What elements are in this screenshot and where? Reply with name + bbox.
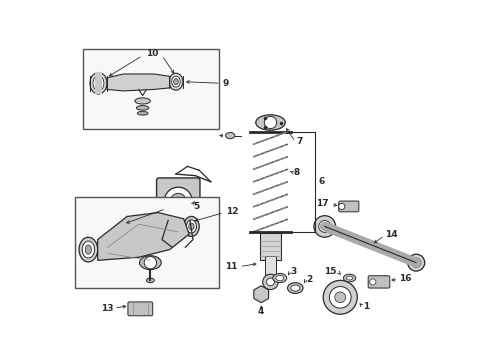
- Text: 2: 2: [306, 275, 313, 284]
- FancyBboxPatch shape: [368, 276, 390, 288]
- Text: 11: 11: [225, 262, 238, 271]
- Text: 4: 4: [258, 307, 265, 316]
- Circle shape: [267, 278, 274, 286]
- Polygon shape: [98, 213, 189, 260]
- Circle shape: [164, 187, 192, 215]
- Ellipse shape: [135, 98, 150, 104]
- Text: 3: 3: [291, 267, 297, 276]
- FancyBboxPatch shape: [157, 178, 200, 222]
- Circle shape: [173, 247, 183, 256]
- Ellipse shape: [93, 76, 104, 91]
- Ellipse shape: [346, 276, 353, 280]
- Circle shape: [339, 203, 345, 210]
- Text: 9: 9: [222, 79, 229, 88]
- Text: 7: 7: [296, 137, 302, 146]
- Ellipse shape: [90, 72, 107, 94]
- Text: 13: 13: [100, 303, 113, 312]
- Ellipse shape: [96, 78, 101, 88]
- Ellipse shape: [343, 274, 356, 282]
- Circle shape: [319, 221, 331, 233]
- Bar: [83, 49, 220, 130]
- Ellipse shape: [288, 283, 303, 293]
- Circle shape: [335, 292, 345, 303]
- Ellipse shape: [276, 275, 284, 281]
- Circle shape: [408, 254, 425, 271]
- Text: 5: 5: [193, 202, 199, 211]
- Circle shape: [174, 197, 182, 205]
- Ellipse shape: [273, 274, 287, 283]
- Ellipse shape: [85, 245, 92, 254]
- Bar: [96, 72, 101, 94]
- Ellipse shape: [79, 237, 98, 262]
- Ellipse shape: [136, 105, 149, 110]
- Polygon shape: [107, 74, 170, 91]
- FancyBboxPatch shape: [128, 302, 153, 316]
- Circle shape: [329, 287, 351, 308]
- Circle shape: [263, 274, 278, 289]
- Ellipse shape: [186, 220, 196, 233]
- Ellipse shape: [189, 223, 194, 230]
- Bar: [265, 256, 276, 282]
- Ellipse shape: [291, 285, 300, 291]
- Circle shape: [314, 216, 336, 237]
- Ellipse shape: [140, 256, 161, 270]
- Circle shape: [169, 242, 188, 260]
- Text: 8: 8: [294, 168, 300, 177]
- Text: 12: 12: [225, 207, 238, 216]
- Text: 16: 16: [399, 274, 412, 283]
- Bar: [75, 197, 220, 288]
- Circle shape: [412, 258, 421, 267]
- Circle shape: [323, 280, 357, 314]
- Ellipse shape: [256, 115, 285, 130]
- Text: 15: 15: [324, 267, 336, 276]
- Text: 10: 10: [146, 49, 158, 58]
- Circle shape: [144, 256, 157, 269]
- Text: 14: 14: [385, 230, 398, 239]
- Ellipse shape: [147, 278, 154, 283]
- Ellipse shape: [82, 241, 95, 258]
- Ellipse shape: [173, 78, 178, 85]
- Ellipse shape: [225, 132, 235, 139]
- Ellipse shape: [172, 76, 180, 87]
- Circle shape: [171, 193, 186, 209]
- Text: 1: 1: [364, 302, 370, 311]
- Text: 17: 17: [316, 199, 329, 208]
- Circle shape: [264, 116, 277, 129]
- Circle shape: [369, 279, 376, 285]
- FancyBboxPatch shape: [339, 201, 359, 212]
- Text: 6: 6: [318, 177, 325, 186]
- Bar: [260, 233, 281, 260]
- Ellipse shape: [184, 216, 199, 237]
- Ellipse shape: [137, 111, 148, 115]
- Ellipse shape: [169, 73, 183, 90]
